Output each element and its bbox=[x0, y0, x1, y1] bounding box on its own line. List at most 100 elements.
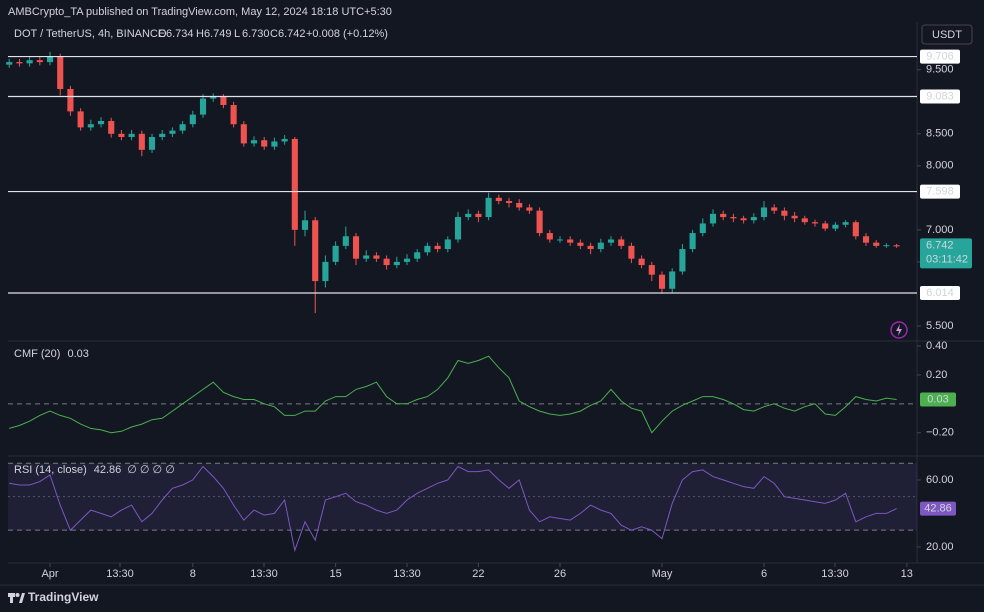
ohlc-value: 6.734 bbox=[166, 28, 194, 40]
y-tick-label: 0.20 bbox=[926, 369, 947, 381]
currency[interactable]: USDT bbox=[932, 29, 962, 41]
pane-title: RSI (14, close) bbox=[14, 464, 87, 476]
y-tick-label: −0.20 bbox=[926, 427, 954, 439]
x-tick-label: 15 bbox=[329, 568, 341, 580]
ohlc-label: O bbox=[158, 28, 167, 40]
y-tick-label: 20.00 bbox=[926, 541, 954, 553]
alert-icon[interactable] bbox=[890, 321, 908, 339]
level-label-box bbox=[920, 89, 960, 104]
level-label-box bbox=[920, 184, 960, 199]
candle-body bbox=[220, 96, 227, 105]
candle-body bbox=[862, 236, 870, 243]
candle-body bbox=[475, 213, 482, 218]
candle-body bbox=[230, 104, 237, 125]
publisher: AMBCrypto_TA published on TradingView.co… bbox=[8, 6, 392, 18]
ohlc-value: 6.742 bbox=[278, 28, 306, 40]
candle-body bbox=[750, 217, 757, 221]
candle-body bbox=[536, 210, 543, 234]
candle-body bbox=[393, 261, 400, 266]
candle-body bbox=[689, 233, 696, 250]
candle-body bbox=[322, 261, 329, 282]
candle-body bbox=[148, 137, 156, 150]
candle-body bbox=[730, 217, 737, 219]
candle-body bbox=[250, 140, 258, 144]
x-tick-label: May bbox=[652, 568, 673, 580]
candle-body bbox=[403, 258, 411, 262]
ohlc-label: C bbox=[270, 28, 278, 40]
candle-body bbox=[505, 201, 513, 203]
pane-title: CMF (20) bbox=[14, 348, 60, 360]
candle-body bbox=[648, 265, 655, 275]
last-value-box bbox=[920, 392, 956, 407]
x-tick-label: 22 bbox=[472, 568, 484, 580]
y-tick-label: 8.000 bbox=[926, 160, 954, 172]
countdown: 03:11:42 bbox=[926, 253, 968, 265]
x-tick-label: 13:30 bbox=[821, 568, 849, 580]
last-value: 42.86 bbox=[924, 503, 952, 515]
x-tick-label: Apr bbox=[41, 568, 58, 580]
candle-body bbox=[363, 255, 370, 259]
candle-body bbox=[546, 233, 553, 240]
pane-value: 0.03 bbox=[67, 348, 88, 360]
candle-body bbox=[352, 236, 360, 259]
y-tick-label: 9.500 bbox=[926, 64, 954, 76]
candle-body bbox=[556, 239, 564, 241]
currency-box[interactable] bbox=[921, 24, 973, 45]
candle-body bbox=[434, 245, 441, 250]
candle-body bbox=[883, 245, 890, 247]
pane-value: 42.86 bbox=[94, 464, 122, 476]
candle-body bbox=[199, 98, 207, 115]
brand: TradingView bbox=[28, 590, 99, 604]
candle-body bbox=[842, 222, 849, 225]
candle-body bbox=[760, 207, 768, 218]
indicator-line bbox=[9, 465, 897, 553]
y-tick-label: 0.40 bbox=[926, 340, 947, 352]
symbol: DOT / TetherUS, 4h, BINANCE bbox=[14, 28, 165, 40]
candle-body bbox=[485, 197, 492, 218]
candle-body bbox=[128, 133, 135, 138]
ohlc-label: L bbox=[234, 28, 240, 40]
candle-body bbox=[26, 60, 33, 64]
y-tick-label: 7.000 bbox=[926, 224, 954, 236]
candle-body bbox=[210, 96, 217, 99]
candle-body bbox=[261, 140, 268, 147]
pane-status: ∅ ∅ ∅ ∅ bbox=[127, 464, 175, 476]
candle-body bbox=[597, 242, 604, 250]
candle-body bbox=[383, 258, 390, 266]
x-tick-label: 13:30 bbox=[106, 568, 134, 580]
level-label-box bbox=[920, 285, 960, 300]
level-label: 7.598 bbox=[926, 185, 954, 197]
x-tick-label: 13:30 bbox=[393, 568, 421, 580]
candle-body bbox=[16, 62, 23, 64]
candle-body bbox=[587, 245, 594, 250]
candle-body bbox=[679, 249, 686, 272]
candle-body bbox=[444, 239, 451, 250]
level-label: 6.014 bbox=[926, 287, 954, 299]
x-tick-label: 6 bbox=[761, 568, 767, 580]
last-value-box bbox=[920, 501, 956, 516]
x-tick-label: 8 bbox=[190, 568, 196, 580]
candle-body bbox=[332, 245, 339, 262]
candle-body bbox=[526, 207, 533, 211]
candle-body bbox=[720, 213, 727, 218]
candle-body bbox=[108, 121, 115, 134]
price-change: +0.008 (+0.12%) bbox=[306, 28, 388, 40]
candle-body bbox=[454, 217, 462, 240]
candle-body bbox=[669, 271, 676, 289]
candle-body bbox=[189, 114, 196, 125]
alert-icon-bolt[interactable] bbox=[896, 324, 902, 336]
candle-body bbox=[495, 197, 502, 202]
brand-logo bbox=[8, 593, 25, 603]
candle-body bbox=[271, 141, 278, 147]
candle-body bbox=[159, 133, 166, 138]
candle-body bbox=[607, 239, 615, 243]
candle-body bbox=[414, 252, 421, 259]
level-label: 9.083 bbox=[926, 90, 954, 102]
candle-body bbox=[516, 202, 523, 208]
candle-body bbox=[77, 111, 84, 128]
candle-body bbox=[138, 133, 145, 150]
candle-body bbox=[740, 218, 747, 221]
candle-body bbox=[852, 222, 859, 237]
candle-body bbox=[291, 138, 298, 230]
